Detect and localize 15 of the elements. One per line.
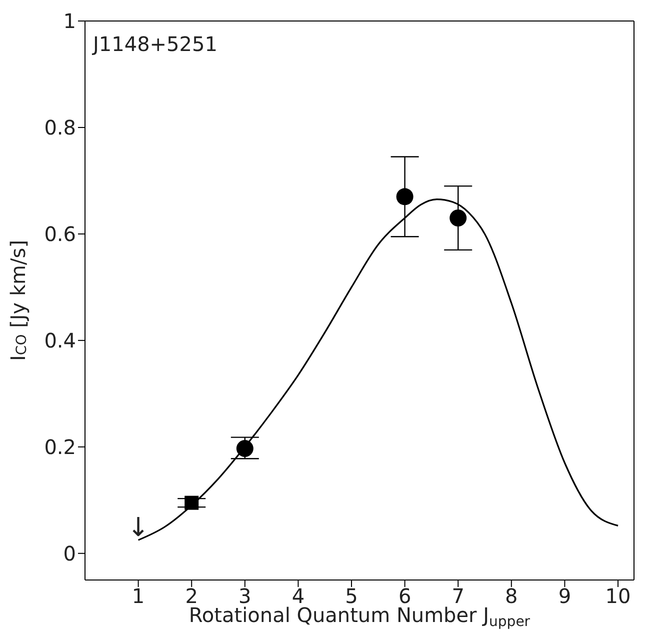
y-tick-label: 0.8 [44, 116, 76, 140]
x-tick-label: 9 [558, 584, 572, 608]
x-tick-label: 1 [132, 584, 145, 608]
x-tick-label: 10 [605, 584, 631, 608]
y-tick-label: 0.4 [44, 328, 76, 353]
point [396, 188, 414, 206]
y-tick-label: 0.6 [44, 222, 76, 246]
annotation: J1148+5251 [91, 32, 218, 56]
point [450, 209, 467, 226]
point [184, 496, 199, 510]
y-tick-label: 1 [63, 9, 76, 34]
y-tick-label: 0 [63, 541, 76, 566]
point [236, 440, 254, 457]
annotation: ↓ [127, 513, 150, 544]
y-tick-label: 0.2 [44, 435, 76, 460]
